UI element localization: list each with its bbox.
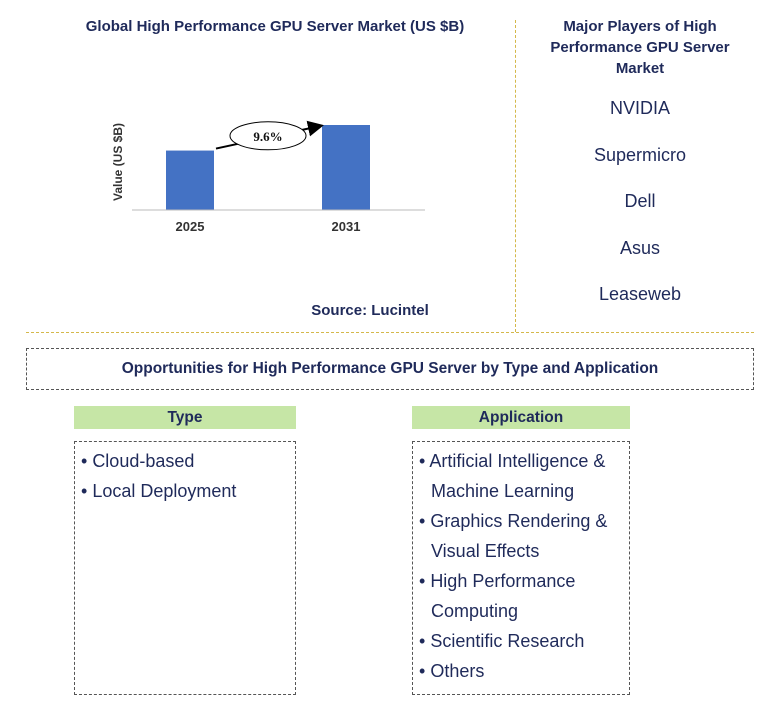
type-item: Cloud-based xyxy=(81,446,289,476)
application-item: Artificial Intelligence & Machine Learni… xyxy=(419,446,623,506)
chart-title: Global High Performance GPU Server Marke… xyxy=(85,18,465,35)
application-list: Artificial Intelligence & Machine Learni… xyxy=(419,446,623,686)
x-tick-label: 2031 xyxy=(332,219,361,234)
type-list: Cloud-based Local Deployment xyxy=(81,446,289,506)
chart-source: Source: Lucintel xyxy=(311,302,429,319)
player-item: NVIDIA xyxy=(609,98,670,118)
opportunities-title: Opportunities for High Performance GPU S… xyxy=(26,348,754,390)
bar-2025 xyxy=(166,150,214,210)
x-tick-label: 2025 xyxy=(176,219,205,234)
application-item: Others xyxy=(419,656,623,686)
cagr-ellipse xyxy=(229,121,307,151)
application-item: Scientific Research xyxy=(419,626,623,656)
players-title: Major Players of High Performance GPU Se… xyxy=(550,18,730,77)
player-item: Supermicro xyxy=(593,144,687,165)
type-item: Local Deployment xyxy=(81,476,289,506)
type-header: Type xyxy=(74,406,296,429)
players-list: NVIDIA Supermicro Dell Asus Leaseweb xyxy=(530,96,750,329)
y-axis-label: Value (US $B) xyxy=(111,123,125,201)
horizontal-divider xyxy=(26,332,754,333)
bar-chart: Value (US $B) 2025 2031 9.6% xyxy=(111,120,425,234)
type-box: Cloud-based Local Deployment xyxy=(74,441,296,695)
bar-2031 xyxy=(322,125,370,210)
vertical-divider xyxy=(515,20,516,332)
application-item: High Performance Computing xyxy=(419,566,623,626)
application-box: Artificial Intelligence & Machine Learni… xyxy=(412,441,630,695)
player-item: Dell xyxy=(624,191,656,211)
cagr-label: 9.6% xyxy=(253,129,282,144)
application-item: Graphics Rendering & Visual Effects xyxy=(419,506,623,566)
application-header: Application xyxy=(412,406,630,429)
player-item: Leaseweb xyxy=(598,284,682,304)
player-item: Asus xyxy=(619,237,661,258)
